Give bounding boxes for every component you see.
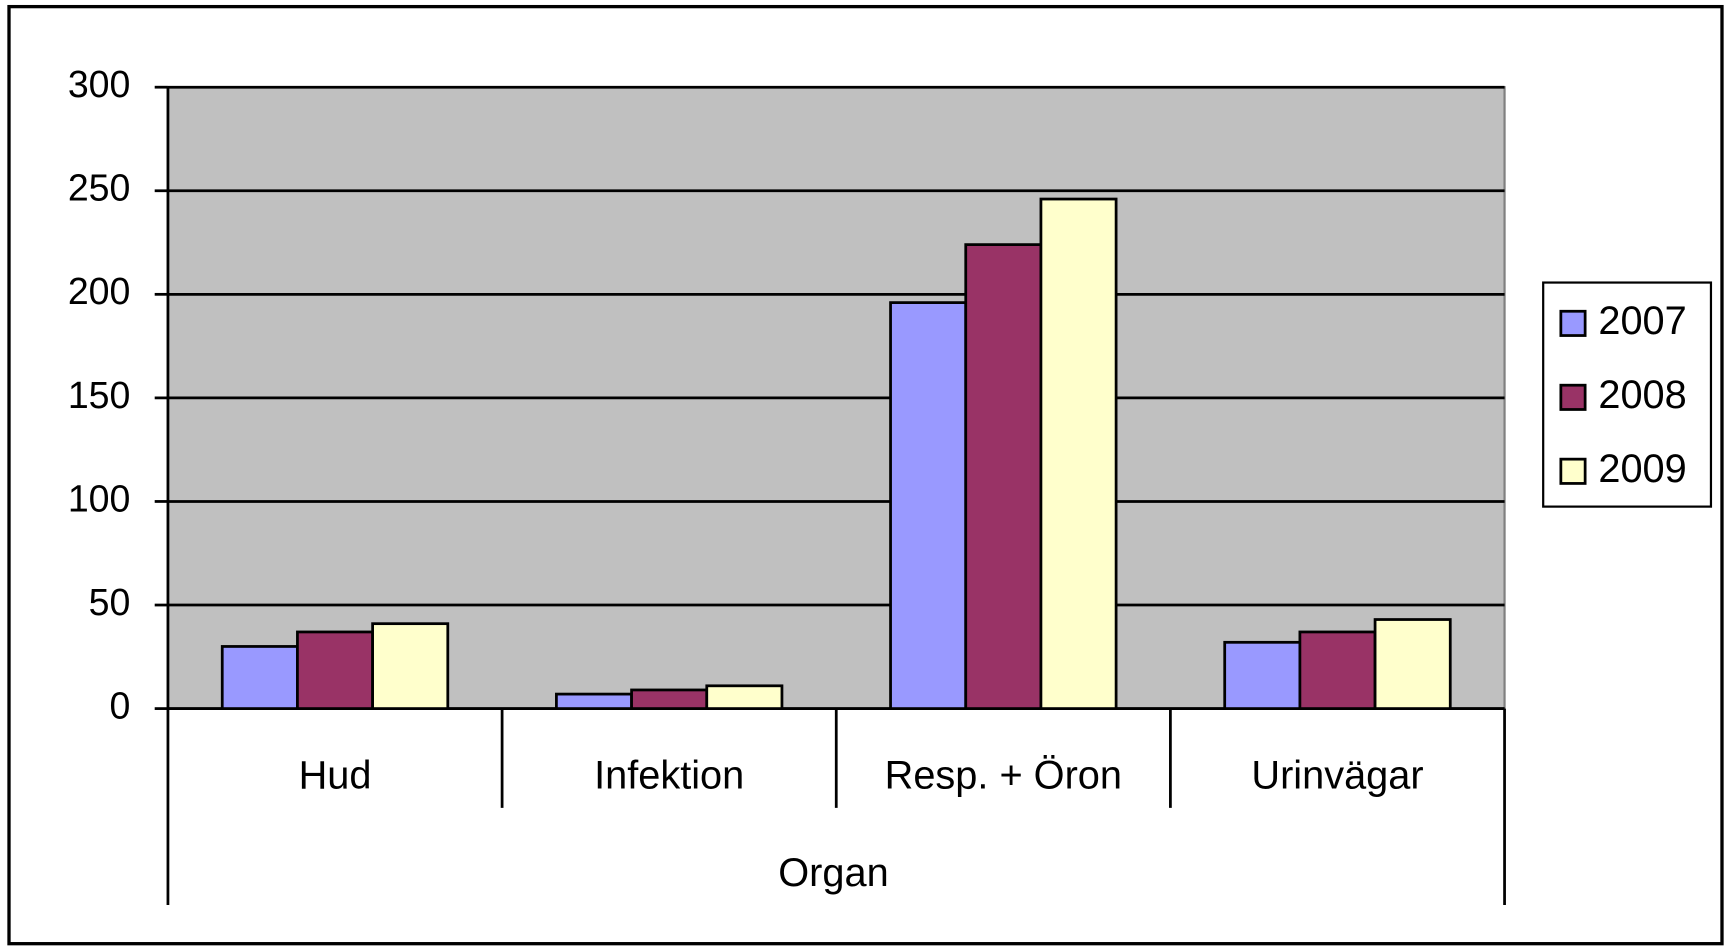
legend-swatch: [1559, 383, 1587, 411]
legend-label: 2008: [1598, 373, 1686, 417]
y-tick-label: 250: [68, 167, 131, 209]
bar: [889, 301, 968, 710]
y-tick-label: 150: [68, 374, 131, 416]
legend-label: 2009: [1598, 447, 1686, 491]
bar: [220, 645, 299, 710]
bar: [555, 692, 633, 710]
bar: [705, 684, 784, 710]
x-tick-label: Hud: [299, 754, 372, 798]
y-tick-label: 100: [68, 477, 131, 519]
bar: [1039, 197, 1118, 710]
y-tick-label: 200: [68, 270, 131, 312]
bar: [1223, 640, 1302, 710]
bar: [1373, 618, 1452, 710]
legend-label: 2007: [1598, 299, 1686, 343]
y-tick-label: 300: [68, 63, 131, 105]
x-tick-label: Infektion: [594, 754, 744, 798]
x-tick-label: Resp. + Öron: [885, 754, 1122, 798]
y-tick-label: 0: [110, 685, 131, 727]
bar: [296, 630, 374, 710]
y-tick-label: 50: [89, 581, 131, 623]
x-tick-label: Urinvägar: [1251, 754, 1423, 798]
legend-swatch: [1559, 309, 1587, 337]
bar: [1298, 630, 1377, 710]
bar: [371, 622, 450, 710]
legend-swatch: [1559, 457, 1587, 485]
bar: [964, 243, 1043, 710]
x-axis-label: Organ: [778, 851, 888, 895]
bar: [630, 688, 709, 710]
